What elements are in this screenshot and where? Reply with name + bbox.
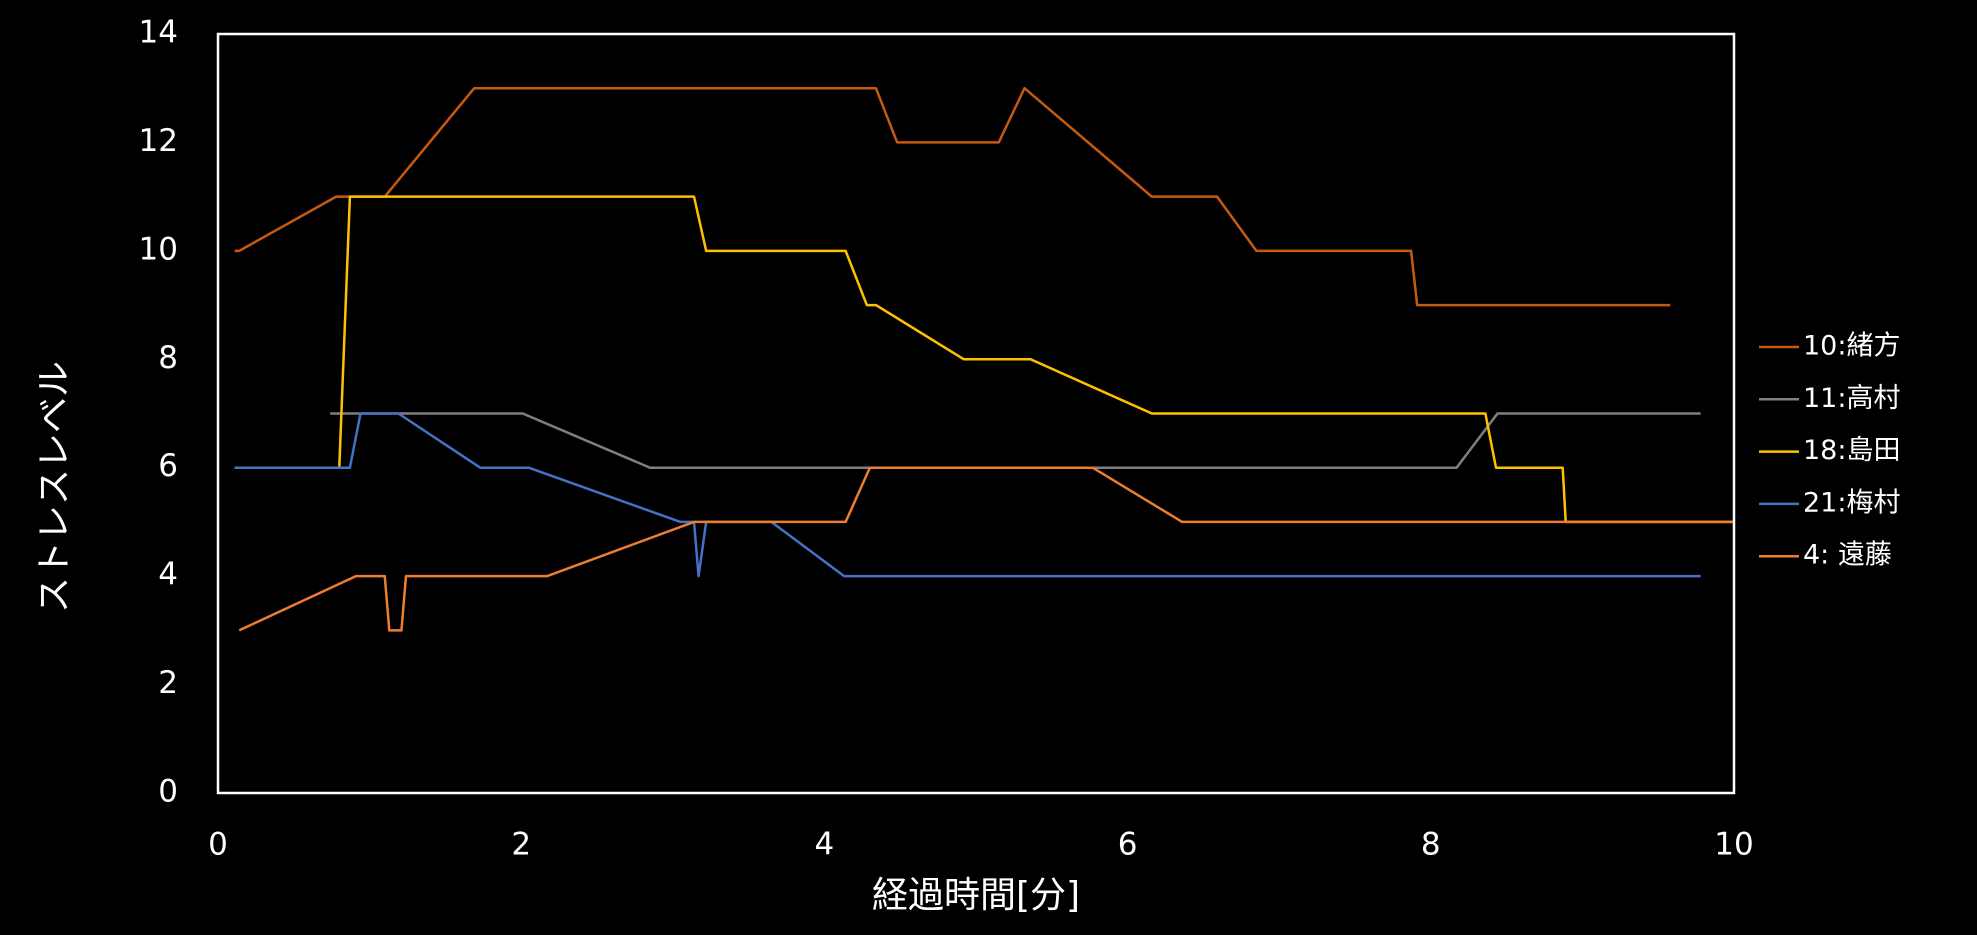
legend-label: 11:高村: [1803, 383, 1900, 414]
plot-frame: [216, 32, 1736, 795]
y-tick-label: 0: [158, 774, 178, 810]
y-tick-label: 2: [158, 665, 178, 701]
y-tick-label: 12: [139, 123, 178, 159]
data-line: [234, 195, 1734, 524]
data-line: [238, 466, 1734, 632]
y-tick-label: 6: [158, 448, 178, 484]
legend-label: 21:梅村: [1803, 487, 1900, 518]
y-tick-label: 14: [139, 15, 178, 51]
x-tick-label: 2: [511, 827, 531, 863]
x-tick-label: 8: [1421, 827, 1441, 863]
legend-label: 4: 遠藤: [1803, 540, 1892, 571]
data-line: [234, 412, 1701, 578]
x-tick-label: 4: [815, 827, 835, 863]
y-tick-label: 4: [158, 557, 178, 593]
y-tick-label: 8: [158, 340, 178, 376]
y-axis-title: ストレスレベル: [34, 361, 75, 613]
legend-label: 18:島田: [1803, 435, 1900, 466]
x-tick-label: 0: [208, 827, 228, 863]
x-tick-label: 10: [1714, 827, 1753, 863]
x-axis-title: 経過時間[分]: [872, 875, 1080, 916]
legend-label: 10:緒方: [1803, 331, 1900, 362]
x-tick-label: 6: [1118, 827, 1138, 863]
y-tick-label: 10: [139, 231, 178, 267]
